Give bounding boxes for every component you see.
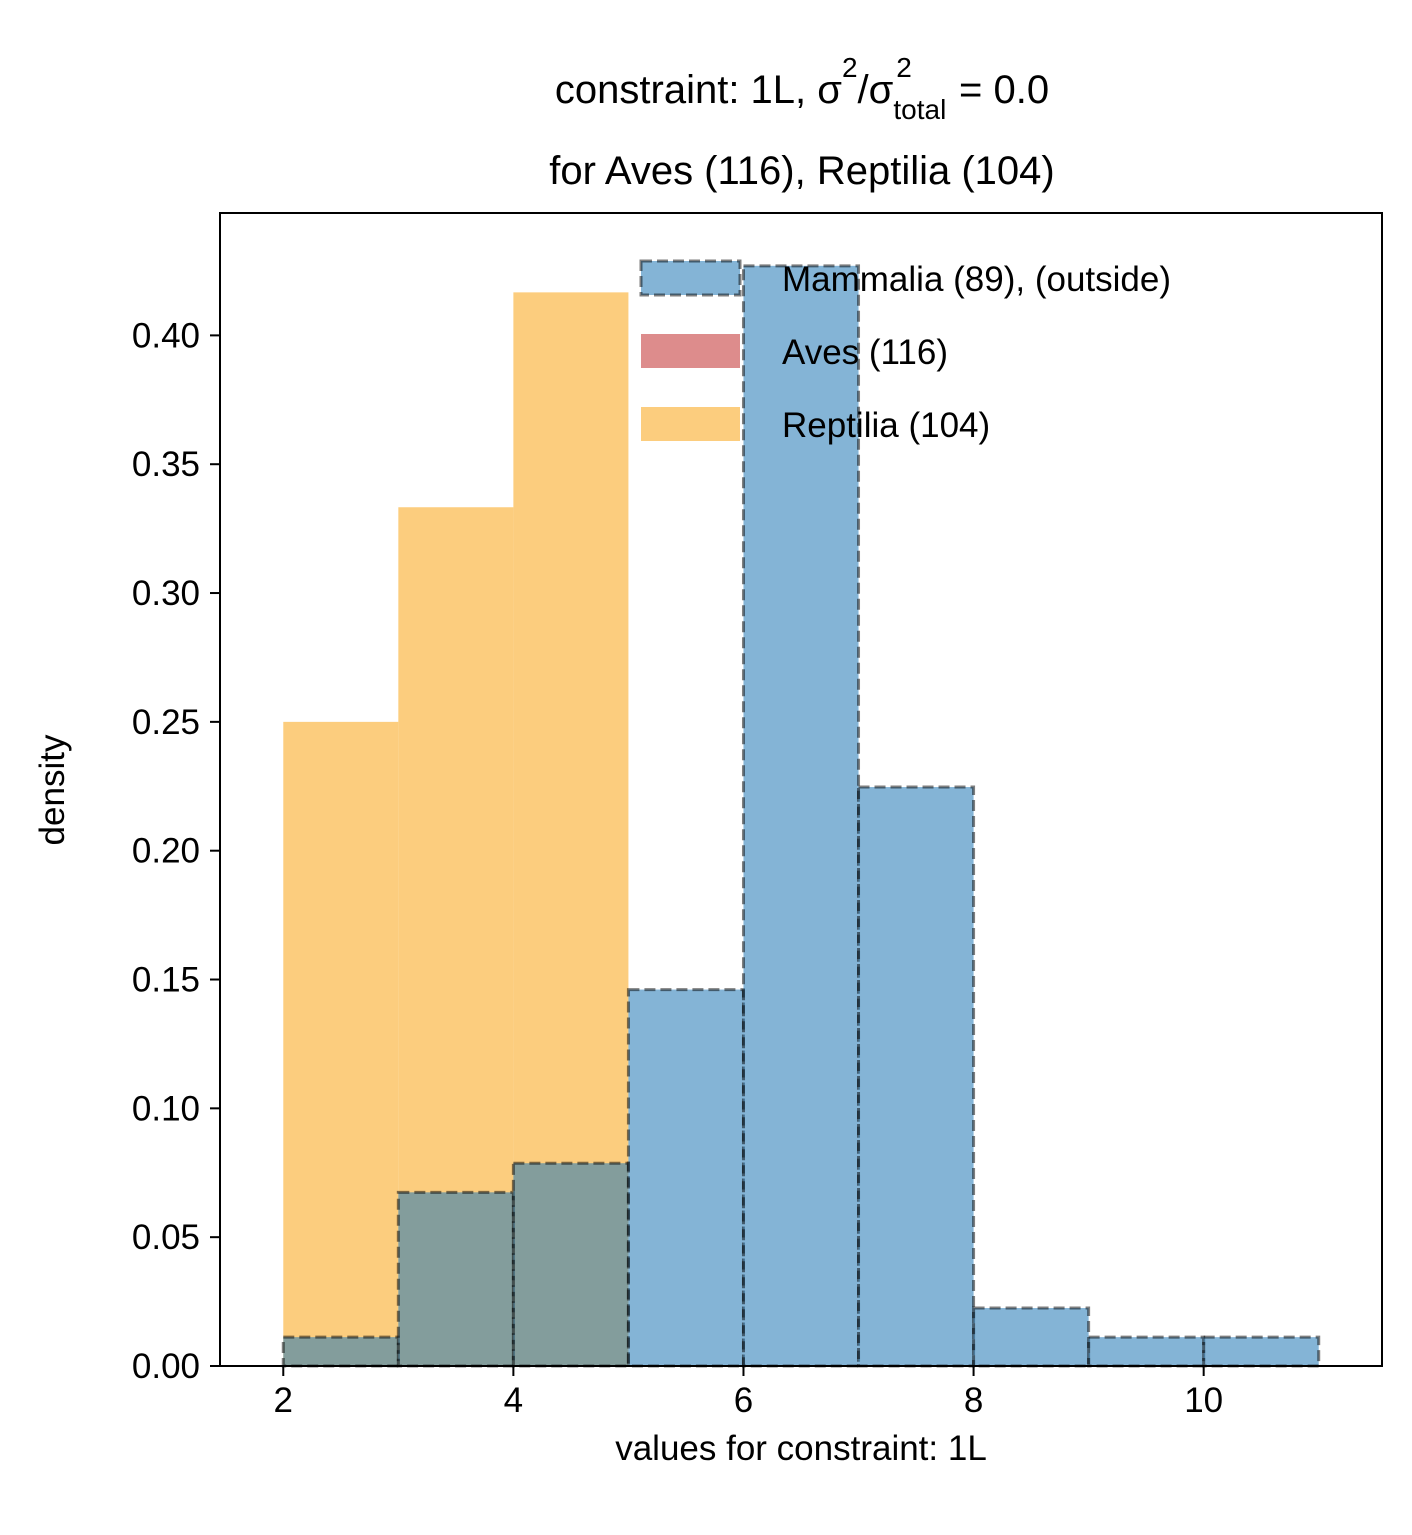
chart-title-line1: constraint: 1L, σ2/σtotal2 = 0.0 — [555, 52, 1049, 125]
y-tick-label: 0.05 — [132, 1218, 200, 1257]
legend-swatch — [641, 334, 740, 368]
bar-mammalia-89-outside-7 — [1087, 1335, 1206, 1368]
series-mammalia-89-outside — [281, 264, 1321, 1368]
legend-entry-reptilia-104: Reptilia (104) — [641, 406, 990, 445]
title-sup1: 2 — [842, 52, 858, 83]
legend-entry-aves-116: Aves (116) — [641, 333, 948, 372]
x-axis-label: values for constraint: 1L — [615, 1429, 987, 1468]
x-tick-label: 4 — [504, 1381, 523, 1420]
y-tick-label: 0.20 — [132, 832, 200, 871]
legend-label: Reptilia (104) — [782, 406, 990, 445]
plot-area-frame — [219, 212, 1383, 1367]
x-tick-label: 6 — [734, 1381, 753, 1420]
y-tick-label: 0.35 — [132, 445, 200, 484]
bar-mammalia-89-outside-6 — [972, 1306, 1091, 1368]
bar-mammalia-89-outside-0 — [281, 1335, 400, 1368]
y-tick-label: 0.25 — [132, 703, 200, 742]
legend-entry-mammalia-89-outside: Mammalia (89), (outside) — [639, 259, 1171, 299]
y-tick-label: 0.30 — [132, 574, 200, 613]
x-axis-ticks: 2 4 6 8 10 — [274, 1366, 1223, 1420]
bar-reptilia-104-0 — [283, 721, 399, 1366]
bars-layer — [281, 264, 1321, 1368]
legend-swatch — [641, 407, 740, 441]
x-tick-label: 10 — [1184, 1381, 1223, 1420]
legend-label: Mammalia (89), (outside) — [782, 260, 1171, 299]
legend-label: Aves (116) — [782, 333, 948, 372]
y-tick-label: 0.10 — [132, 1089, 200, 1128]
bar-mammalia-89-outside-8 — [1202, 1335, 1321, 1368]
bar-mammalia-89-outside-3 — [626, 988, 745, 1368]
legend-swatch — [639, 259, 742, 297]
y-tick-label: 0.00 — [132, 1347, 200, 1386]
x-tick-label: 8 — [964, 1381, 983, 1420]
title-sub: total — [893, 94, 946, 125]
bar-mammalia-89-outside-2 — [511, 1161, 630, 1368]
chart-title: constraint: 1L, σ2/σtotal2 = 0.0 for Ave… — [549, 52, 1054, 193]
title-suffix: = 0.0 — [948, 68, 1049, 112]
title-slash: /σ — [858, 68, 894, 112]
y-axis-label: density — [33, 734, 72, 845]
y-tick-label: 0.40 — [132, 316, 200, 355]
y-tick-label: 0.15 — [132, 961, 200, 1000]
chart-title-line2: for Aves (116), Reptilia (104) — [549, 149, 1054, 193]
title-sup2: 2 — [896, 52, 912, 83]
bar-mammalia-89-outside-5 — [857, 785, 976, 1368]
x-tick-label: 2 — [274, 1381, 293, 1420]
y-axis-ticks: 0.00 0.05 0.10 0.15 0.20 0.25 0.30 0.35 0.40 — [132, 316, 220, 1386]
title-prefix: constraint: 1L, σ — [555, 68, 842, 112]
bar-mammalia-89-outside-1 — [396, 1190, 515, 1368]
legend: Mammalia (89), (outside) Aves (116) Reptil… — [639, 259, 1171, 445]
